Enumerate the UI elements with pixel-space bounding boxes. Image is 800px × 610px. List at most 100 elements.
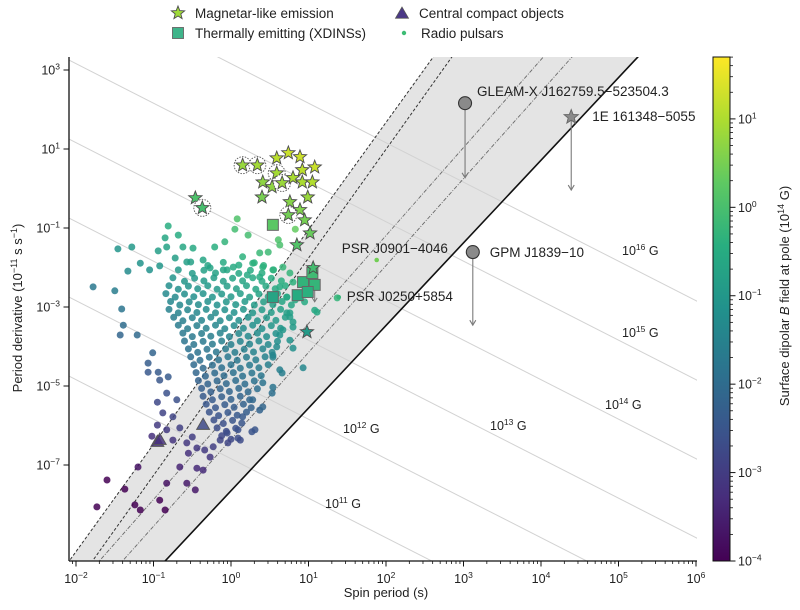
radio-pulsar-point — [224, 439, 232, 447]
radio-pulsar-point — [183, 439, 191, 447]
xdins-point — [266, 291, 279, 304]
radio-pulsar-point — [249, 309, 257, 317]
radio-pulsar-point — [215, 412, 223, 420]
radio-pulsar-point — [243, 282, 250, 290]
b-field-label: 1014 G — [605, 396, 642, 412]
y-tick-label-base: 10 — [36, 459, 50, 473]
source-label: PSR J0250+5854 — [347, 289, 454, 304]
radio-pulsar-point — [264, 248, 272, 256]
shaded-region — [69, 57, 638, 561]
radio-pulsar-point — [211, 243, 219, 251]
star-marker — [292, 148, 308, 164]
radio-pulsar-point — [211, 369, 219, 377]
magnetar-point — [254, 188, 270, 204]
colorbar-tick-label-base: 10 — [738, 201, 752, 215]
radio-pulsar-point — [249, 274, 257, 282]
radio-pulsar-point — [236, 392, 244, 400]
magnetar-point — [296, 211, 313, 227]
radio-pulsar-point — [159, 409, 167, 417]
radio-pulsar-point — [283, 309, 291, 317]
magnetar-point — [299, 323, 315, 339]
star-marker — [274, 174, 290, 190]
magnetar-point — [299, 188, 316, 204]
legend-item-star: Magnetar-like emission — [170, 4, 334, 21]
radio-pulsar-point — [203, 345, 211, 353]
radio-pulsar-point — [239, 400, 247, 408]
x-tick-label: 101 — [299, 570, 318, 586]
radio-pulsar-point — [198, 330, 206, 337]
axes: 10−2 10−1 100 101 102 103 104 105 10610310110−11… — [9, 57, 706, 600]
star-marker — [304, 173, 321, 189]
radio-pulsar-point — [276, 331, 284, 339]
radio-pulsar-point — [213, 424, 221, 432]
x-tick-label-exponent: −2 — [78, 570, 88, 580]
radio-pulsar-point — [272, 316, 280, 324]
radio-pulsar-point — [243, 408, 250, 416]
radio-pulsar-point — [229, 263, 237, 271]
radio-pulsar-point — [234, 434, 242, 442]
radio-pulsar-point — [144, 368, 152, 376]
radio-pulsar-point — [201, 446, 209, 454]
radio-pulsar-point — [240, 345, 248, 353]
radio-pulsar-point — [243, 353, 250, 361]
radio-pulsar-point — [194, 285, 202, 293]
radio-pulsar-point — [238, 419, 246, 427]
radio-pulsar-point — [184, 345, 192, 353]
radio-pulsar-point — [248, 369, 256, 377]
x-tick-label-base: 10 — [299, 572, 313, 586]
death-line-dash-dot — [98, 57, 544, 561]
radio-pulsar-point — [156, 376, 164, 384]
b-field-label-base: 10 — [343, 422, 357, 436]
star-marker — [194, 199, 211, 215]
radio-pulsar-point — [269, 351, 277, 359]
arrow-head-icon — [469, 319, 477, 327]
radio-pulsar-point — [163, 479, 171, 487]
legend-label: Radio pulsars — [421, 26, 504, 41]
radio-pulsar-point — [93, 503, 101, 511]
radio-pulsar-point — [268, 389, 276, 397]
x-tick-label-exponent: 5 — [623, 570, 628, 580]
radio-pulsar-point — [128, 243, 136, 251]
magnetar-point — [306, 158, 323, 174]
radio-pulsar-point — [258, 325, 266, 333]
radio-pulsar-point — [193, 322, 201, 330]
radio-pulsar-point — [103, 476, 111, 484]
radio-pulsar-point — [204, 282, 212, 290]
radio-pulsar-point — [215, 356, 223, 364]
star-marker — [292, 201, 308, 217]
radio-pulsar-point — [163, 243, 171, 251]
radio-pulsar-point — [194, 301, 202, 309]
radio-pulsar-point — [225, 314, 233, 322]
b-field-line-14 — [69, 138, 697, 460]
magnetar-point — [254, 173, 271, 189]
x-axis-label: Spin period (s) — [344, 585, 429, 600]
death-lines — [69, 57, 639, 561]
x-tick-label-exponent: −1 — [156, 570, 166, 580]
x-tick-label-base: 10 — [532, 572, 546, 586]
radio-pulsar-point — [181, 337, 188, 345]
radio-pulsar-point — [199, 466, 207, 474]
radio-pulsar-point — [244, 231, 252, 239]
radio-pulsar-point — [208, 340, 216, 348]
radio-pulsar-point — [190, 361, 198, 369]
b-field-line-13 — [69, 217, 697, 539]
radio-pulsar-point — [259, 263, 267, 271]
radio-pulsar-point — [199, 290, 207, 298]
radio-pulsar-point — [173, 396, 181, 404]
colorbar-tick-label-exponent: −2 — [752, 376, 762, 386]
radio-pulsar-point — [241, 298, 249, 305]
radio-pulsar-point — [183, 258, 191, 266]
x-tick-label-exponent: 6 — [701, 570, 706, 580]
radio-pulsar-point — [134, 463, 142, 471]
radio-pulsar-point — [279, 326, 287, 334]
colorbar-tick-label: 10−2 — [738, 376, 762, 392]
radio-pulsar-point — [235, 384, 243, 392]
radio-pulsar-point — [164, 222, 172, 230]
y-tick-label-exponent: −3 — [50, 299, 60, 309]
radio-pulsar-point — [278, 298, 286, 305]
radio-pulsar-point — [247, 404, 255, 412]
radio-pulsar-point — [187, 353, 195, 361]
radio-pulsar-point — [223, 429, 231, 437]
arrow-head-icon — [567, 184, 575, 192]
